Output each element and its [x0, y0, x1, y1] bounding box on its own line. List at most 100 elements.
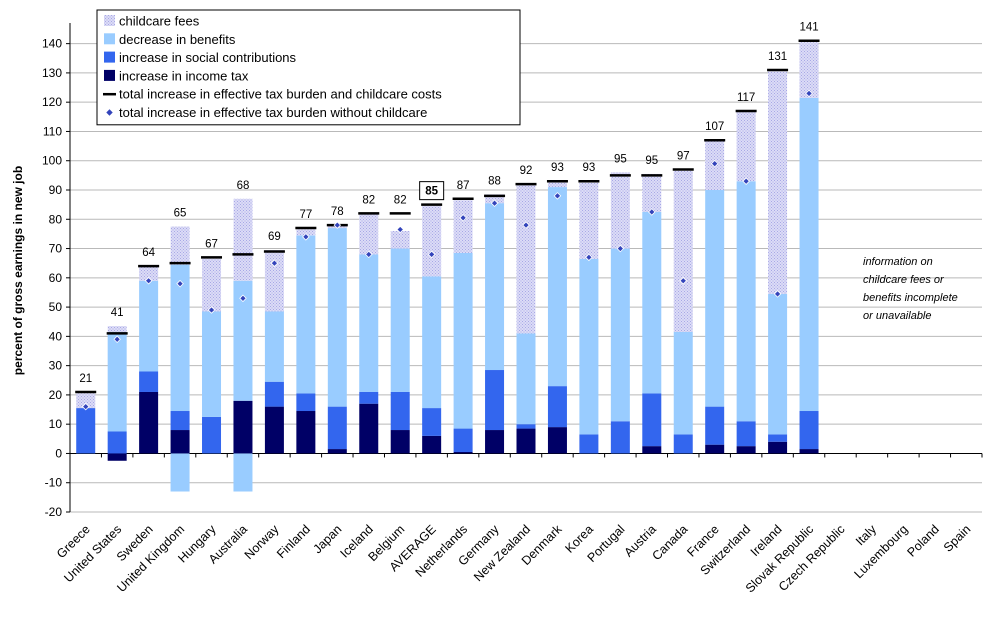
bar-segment-childcare-fees	[359, 213, 379, 255]
diamond-marker	[427, 250, 436, 259]
bar-segment-childcare-fees	[736, 110, 756, 182]
total-label: 82	[362, 194, 375, 206]
bar-segment-decrease-in-benefits	[107, 331, 127, 432]
bar-segment-childcare-fees	[642, 173, 662, 212]
diamond-marker	[553, 192, 562, 200]
bar-segment-social-contributions	[485, 370, 505, 431]
total-label: 82	[394, 194, 407, 206]
average-highlight-box	[419, 181, 445, 201]
total-label: 95	[614, 153, 627, 165]
bar-segment-social-contributions	[799, 411, 819, 450]
total-label: 87	[457, 180, 470, 192]
bar-segment-decrease-in-benefits	[390, 248, 410, 392]
total-label: 65	[174, 208, 187, 220]
bar-segment-income-tax	[422, 435, 442, 454]
bar-segment-social-contributions	[264, 381, 284, 407]
legend-swatch	[104, 33, 115, 45]
bar-segment-social-contributions	[736, 421, 756, 447]
diamond-marker	[522, 221, 530, 229]
diamond-marker	[805, 89, 813, 98]
total-label: 78	[331, 206, 344, 218]
bar-segment-social-contributions	[76, 408, 96, 454]
bar-segment-income-tax	[296, 411, 316, 454]
annotation-line: benefits incomplete	[863, 292, 958, 304]
bar-segment-childcare-fees	[390, 230, 410, 249]
bar-segment-social-contributions	[579, 434, 599, 454]
diamond-marker	[113, 335, 121, 344]
y-axis-title: percent of gross earnings in new job	[11, 166, 25, 375]
bar-segment-income-tax	[139, 391, 159, 454]
bar-segment-decrease-in-benefits	[736, 181, 756, 422]
bar-segment-decrease-in-benefits	[359, 254, 379, 392]
legend-box	[96, 9, 521, 126]
legend-swatch	[104, 69, 115, 81]
bar-segment-decrease-in-benefits	[799, 97, 819, 412]
y-tick-label: 50	[49, 300, 63, 314]
bar-segment-decrease-in-benefits	[233, 280, 253, 401]
diamond-marker	[207, 306, 216, 314]
bar-segment-decrease-in-benefits	[673, 331, 693, 435]
bar-segment-childcare-fees	[610, 172, 630, 249]
total-label: 69	[268, 231, 281, 243]
bar-segment-income-tax	[327, 449, 347, 454]
bar-segment-income-tax	[264, 406, 284, 454]
y-tick-label: 80	[49, 212, 63, 226]
bar-segment-childcare-fees	[673, 170, 693, 332]
bar-segment-income-tax	[705, 444, 725, 454]
total-label: 141	[799, 22, 818, 34]
diamond-marker	[81, 402, 90, 411]
total-label: 68	[237, 180, 250, 192]
bar-segment-income-tax	[547, 427, 567, 454]
diamond-marker	[239, 294, 247, 303]
total-label: 95	[645, 155, 658, 167]
bar-segment-decrease-in-benefits	[610, 248, 630, 422]
y-tick-label: 120	[42, 95, 62, 109]
total-label: 92	[520, 165, 533, 177]
bar-segment-social-contributions	[547, 386, 567, 428]
y-tick-label: 110	[43, 124, 62, 138]
bar-segment-social-contributions	[705, 406, 725, 445]
y-tick-label: 10	[49, 417, 63, 431]
x-tick-label: Spain	[941, 522, 974, 555]
y-tick-label: 140	[42, 37, 62, 51]
bar-segment-decrease-in-benefits	[579, 258, 599, 435]
y-tick-label: 20	[49, 388, 63, 402]
total-markers	[75, 39, 820, 394]
total-label: 93	[551, 162, 564, 174]
bar-segment-childcare-fees	[579, 182, 599, 259]
legend: childcare fees decrease in benefits increa…	[96, 9, 521, 126]
x-tick-label: Poland	[905, 522, 942, 559]
bar-segment-income-tax	[516, 428, 536, 454]
bar-segment-social-contributions	[453, 428, 473, 452]
diamond-marker	[742, 177, 750, 185]
bar-segment-childcare-fees	[422, 206, 442, 277]
bar-segment-childcare-fees	[170, 226, 190, 265]
diamond-marker	[616, 244, 625, 253]
annotation-line: or unavailable	[863, 310, 932, 322]
bar-segment-childcare-fees	[296, 229, 316, 236]
legend-label: increase in social contributions	[119, 50, 297, 65]
diamond-marker	[773, 290, 782, 298]
bar-segment-income-tax	[170, 430, 190, 454]
bar-segment-decrease-in-benefits	[296, 235, 316, 394]
bar-segment-income-tax	[107, 453, 127, 461]
y-tick-label: 40	[49, 329, 63, 343]
diamond-marker	[396, 225, 404, 234]
diamond-marker	[144, 276, 153, 285]
total-label: 97	[677, 151, 690, 163]
total-label: 107	[705, 121, 724, 133]
diamond-marker	[648, 208, 656, 216]
y-tick-label: 90	[49, 183, 63, 197]
legend-swatch	[104, 51, 115, 63]
total-label: 77	[299, 209, 312, 221]
bar-segment-decrease-in-benefits	[170, 453, 190, 492]
bar-segment-income-tax	[736, 446, 756, 454]
y-tick-label: 0	[55, 446, 62, 460]
bar-segment-social-contributions	[673, 434, 693, 454]
x-tick-label: Canada	[649, 522, 690, 563]
total-label: 41	[111, 307, 124, 319]
diamond-marker	[333, 221, 342, 229]
bar-segment-decrease-in-benefits	[202, 311, 222, 417]
